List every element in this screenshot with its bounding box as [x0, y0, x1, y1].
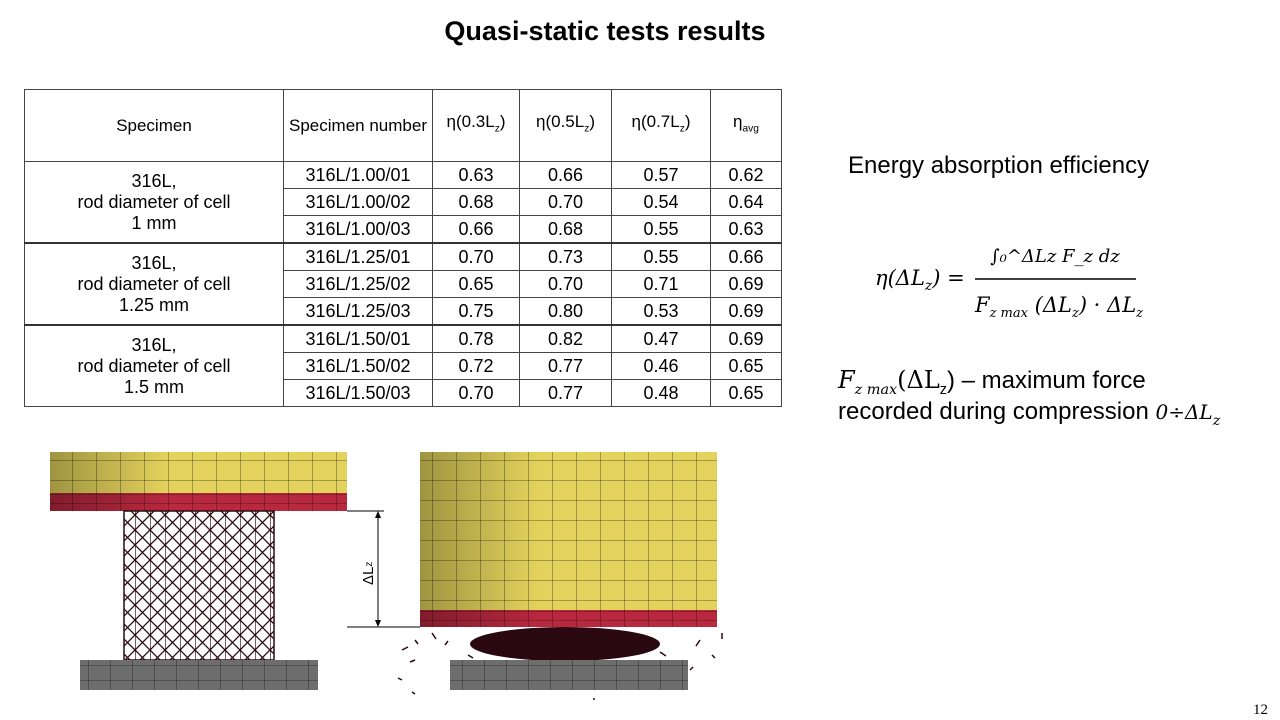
crushed-lattice: [470, 627, 660, 661]
value-cell: 0.66: [519, 161, 612, 189]
header-eta05: η(0.5Lz): [519, 89, 612, 162]
group-label-line: 316L,: [131, 170, 177, 191]
value-cell: 0.70: [432, 379, 520, 407]
value-cell: 0.69: [710, 270, 782, 298]
header-specimen: Specimen: [24, 89, 284, 162]
fmax-definition-line1: Fz max(ΔLz) – maximum force: [838, 366, 1146, 398]
lattice-structure: [123, 510, 275, 661]
value-cell: 0.63: [710, 215, 782, 244]
table-header: Specimen Specimen number η(0.3Lz) η(0.5L…: [24, 89, 782, 162]
header-avg: ηavg: [710, 89, 782, 162]
value-cell: 0.64: [710, 188, 782, 216]
specimen-number-cell: 316L/1.50/01: [283, 324, 433, 353]
table-row: 316L, rod diameter of cell 1.25 mm 316L/1.2…: [24, 242, 782, 326]
energy-absorption-label: Energy absorption efficiency: [848, 152, 1150, 179]
group-label-line: rod diameter of cell: [77, 355, 231, 376]
value-cell: 0.78: [432, 324, 520, 353]
value-cell: 0.80: [519, 297, 612, 326]
table-row: 316L, rod diameter of cell 1.5 mm 316L/1.50…: [24, 324, 782, 407]
value-cell: 0.82: [519, 324, 612, 353]
specimen-number-cell: 316L/1.25/01: [283, 242, 433, 271]
formula-lhs: η(ΔLz) =: [875, 266, 965, 294]
specimen-number-cell: 316L/1.00/03: [283, 215, 433, 244]
value-cell: 0.70: [519, 270, 612, 298]
value-cell: 0.57: [611, 161, 711, 189]
value-cell: 0.65: [432, 270, 520, 298]
group-label-line: rod diameter of cell: [77, 273, 231, 294]
compression-diagram: ΔLz: [50, 452, 723, 700]
specimen-group-label: 316L, rod diameter of cell 1.25 mm: [24, 242, 284, 326]
slide-title: Quasi-static tests results: [444, 16, 766, 46]
value-cell: 0.66: [432, 215, 520, 244]
table-row: 316L/1.00/02 0.68 0.70 0.54 0.64: [25, 188, 782, 216]
value-cell: 0.72: [432, 352, 520, 380]
efficiency-formula: η(ΔLz) = ∫₀^ΔLz F_z dz Fz max (ΔLz) · ΔL…: [875, 246, 1143, 321]
value-cell: 0.65: [710, 379, 782, 407]
specimen-number-cell: 316L/1.50/02: [283, 352, 433, 380]
formula-denominator: Fz max (ΔLz) · ΔLz: [974, 293, 1143, 321]
group-label-line: 316L,: [131, 252, 177, 273]
value-cell: 0.69: [710, 297, 782, 326]
value-cell: 0.70: [432, 242, 520, 271]
formula-numerator: ∫₀^ΔLz F_z dz: [990, 246, 1120, 267]
value-cell: 0.65: [710, 352, 782, 380]
value-cell: 0.55: [611, 215, 711, 244]
specimen-group-label: 316L, rod diameter of cell 1 mm: [24, 161, 284, 244]
specimen-after-compression: [397, 452, 723, 700]
value-cell: 0.62: [710, 161, 782, 189]
value-cell: 0.77: [519, 352, 612, 380]
value-cell: 0.68: [432, 188, 520, 216]
header-eta03: η(0.3Lz): [432, 89, 520, 162]
delta-lz-dimension: ΔLz: [347, 510, 420, 628]
table-row: 316L/1.00/03 0.66 0.68 0.55 0.63: [25, 215, 782, 244]
value-cell: 0.71: [611, 270, 711, 298]
specimen-number-cell: 316L/1.25/02: [283, 270, 433, 298]
value-cell: 0.75: [432, 297, 520, 326]
value-cell: 0.48: [611, 379, 711, 407]
table-row: 316L/1.25/02 0.65 0.70 0.71 0.69: [25, 270, 782, 298]
specimen-number-cell: 316L/1.25/03: [283, 297, 433, 326]
specimen-number-cell: 316L/1.00/01: [283, 161, 433, 189]
group-label-line: 316L,: [131, 334, 177, 355]
specimen-before-compression: [50, 452, 347, 690]
specimen-number-cell: 316L/1.00/02: [283, 188, 433, 216]
specimen-group-label: 316L, rod diameter of cell 1.5 mm: [24, 324, 284, 407]
table-row: 316L/1.25/03 0.75 0.80 0.53 0.69: [25, 297, 782, 326]
value-cell: 0.69: [710, 324, 782, 353]
value-cell: 0.66: [710, 242, 782, 271]
page-number: 12: [1253, 702, 1268, 718]
results-table: Specimen Specimen number η(0.3Lz) η(0.5L…: [24, 89, 782, 407]
value-cell: 0.73: [519, 242, 612, 271]
table-row: 316L/1.50/02 0.72 0.77 0.46 0.65: [25, 352, 782, 380]
header-number: Specimen number: [283, 89, 433, 162]
fmax-definition-line2: recorded during compression 0÷ΔLz: [838, 398, 1221, 429]
value-cell: 0.55: [611, 242, 711, 271]
value-cell: 0.47: [611, 324, 711, 353]
header-eta07: η(0.7Lz): [611, 89, 711, 162]
group-label-line: 1.5 mm: [123, 376, 184, 397]
value-cell: 0.46: [611, 352, 711, 380]
value-cell: 0.77: [519, 379, 612, 407]
group-label-line: 1.25 mm: [118, 294, 190, 315]
value-cell: 0.63: [432, 161, 520, 189]
delta-lz-label: ΔLz: [360, 562, 377, 585]
value-cell: 0.68: [519, 215, 612, 244]
value-cell: 0.54: [611, 188, 711, 216]
value-cell: 0.53: [611, 297, 711, 326]
specimen-number-cell: 316L/1.50/03: [283, 379, 433, 407]
value-cell: 0.70: [519, 188, 612, 216]
table-row: 316L/1.50/03 0.70 0.77 0.48 0.65: [25, 379, 782, 407]
table-row: 316L, rod diameter of cell 1 mm 316L/1.00/0…: [24, 161, 782, 244]
group-label-line: 1 mm: [131, 212, 177, 233]
group-label-line: rod diameter of cell: [77, 191, 231, 212]
